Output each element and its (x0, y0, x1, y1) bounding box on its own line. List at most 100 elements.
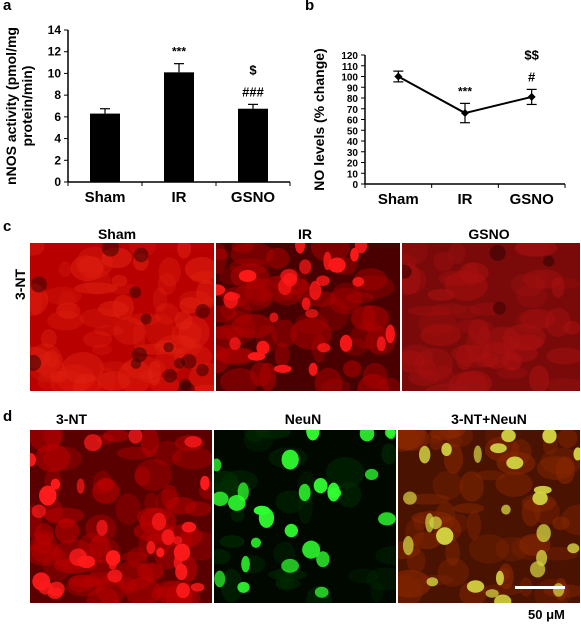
y-tick-label: 80 (347, 94, 359, 105)
tissue-texture (402, 344, 434, 367)
tissue-texture (318, 297, 349, 331)
stained-cell (301, 297, 311, 311)
stained-cell (253, 505, 271, 516)
tissue-texture (345, 292, 375, 304)
tissue-texture (455, 319, 493, 334)
tissue-texture (76, 246, 114, 279)
tissue-texture (521, 498, 541, 527)
data-point (461, 109, 469, 118)
tissue-texture (45, 349, 59, 368)
stained-cell (237, 581, 250, 593)
tissue-texture (448, 371, 488, 391)
stained-cell (214, 491, 229, 507)
tissue-texture (290, 318, 332, 350)
tissue-texture (184, 501, 212, 517)
tissue-texture (97, 477, 115, 492)
stained-cell (473, 445, 482, 463)
tissue-texture (147, 360, 162, 386)
c-col-gsno-label: GSNO (468, 226, 510, 242)
stained-cell (305, 308, 319, 318)
tissue-texture (73, 373, 101, 391)
stained-cell (173, 555, 183, 570)
tissue-texture (268, 568, 307, 581)
y-tick-label: 30 (347, 148, 359, 159)
tissue-texture (40, 329, 57, 348)
stained-cell (96, 519, 108, 536)
tissue-texture (331, 282, 362, 311)
panel-letter-d: d (3, 408, 13, 425)
y-tick-label: 10 (48, 66, 62, 80)
tissue-texture (406, 493, 450, 505)
tissue-texture (231, 313, 275, 339)
tissue-texture (58, 261, 72, 278)
y-tick-label: 70 (347, 105, 359, 116)
micrograph-neun (214, 430, 396, 603)
tissue-texture (66, 578, 103, 597)
d-col-neun-label: NeuN (284, 411, 322, 427)
stained-cell (172, 536, 183, 545)
tissue-texture (398, 430, 430, 451)
tissue-texture (47, 310, 84, 331)
tissue-texture (280, 571, 295, 592)
tissue-texture (366, 567, 396, 591)
y-tick-label: 10 (347, 169, 359, 180)
tissue-texture (134, 458, 172, 491)
tissue-texture (495, 536, 529, 562)
stained-cell (238, 269, 257, 283)
tissue-texture (126, 547, 148, 569)
tissue-texture (450, 513, 469, 533)
stained-cell (385, 324, 395, 344)
tissue-texture (274, 342, 290, 368)
tissue-texture (563, 320, 580, 335)
tissue-texture (178, 315, 210, 349)
tissue-texture (68, 574, 94, 593)
stained-cell (573, 447, 580, 461)
tissue-texture (429, 435, 443, 451)
tissue-texture (510, 273, 545, 297)
stained-cell (32, 572, 51, 591)
y-tick-label: 0 (54, 175, 61, 189)
stained-cell (30, 453, 36, 467)
stained-cell (436, 527, 454, 545)
tissue-texture (375, 545, 396, 565)
tissue-texture (220, 368, 260, 391)
tissue-texture (402, 243, 429, 265)
stained-cell (532, 491, 548, 506)
stained-cell (228, 494, 246, 511)
tissue-texture (174, 311, 193, 331)
stained-cell (69, 548, 88, 567)
tissue-texture (216, 248, 229, 260)
tissue-texture (220, 568, 243, 603)
stained-cell (39, 485, 57, 506)
tissue-texture (231, 243, 254, 253)
stained-cell (418, 445, 431, 464)
tissue-texture (243, 430, 274, 452)
dark-nucleus (196, 363, 209, 377)
tissue-texture (83, 268, 112, 295)
tissue-texture (458, 262, 489, 284)
tissue-texture (120, 551, 147, 562)
stained-cell (501, 504, 511, 515)
stained-cell (308, 362, 318, 376)
stained-cell (216, 284, 226, 296)
significance-label: ### (242, 84, 264, 99)
stained-cell (536, 524, 551, 543)
tissue-texture (275, 567, 290, 591)
panel-letter-a: a (3, 0, 12, 14)
c-col-sham-label: Sham (97, 226, 137, 242)
stained-cell (314, 586, 329, 598)
tissue-texture (259, 362, 277, 391)
stained-cell (284, 523, 298, 538)
tissue-texture (70, 255, 104, 282)
tissue-texture (97, 367, 116, 391)
tissue-texture (451, 305, 481, 320)
tissue-texture (275, 578, 301, 590)
tissue-texture (311, 243, 350, 263)
dark-nucleus (132, 347, 148, 363)
micrograph-sham-3nt (30, 243, 214, 391)
stained-cell (339, 334, 353, 352)
tissue-texture (271, 319, 298, 348)
tissue-texture (35, 443, 71, 473)
tissue-texture (337, 481, 362, 508)
stained-cell (146, 540, 156, 555)
